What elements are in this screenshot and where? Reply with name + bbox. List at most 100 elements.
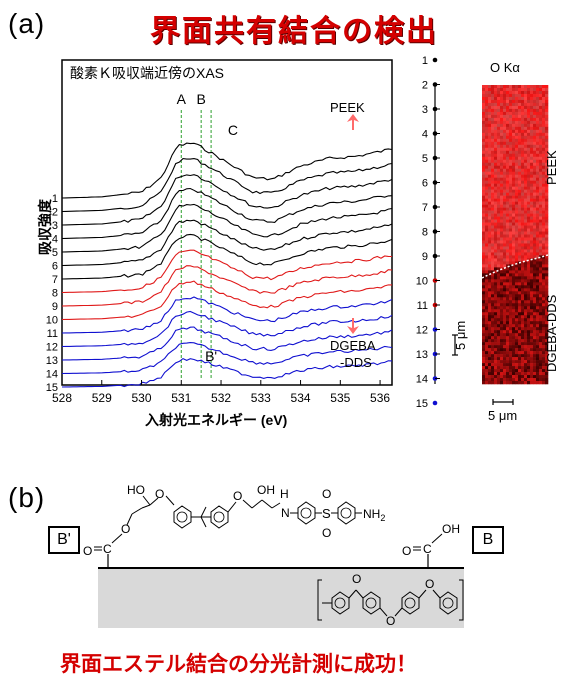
heatmap-cell [542,180,546,184]
heatmap-cell [485,261,489,265]
heatmap-cell [527,300,531,304]
heatmap-cell [518,132,522,137]
heatmap-cell [503,216,507,220]
heatmap-cell [491,87,495,92]
heatmap-cell [545,360,549,364]
heatmap-cell [533,375,537,379]
heatmap-cell [536,195,540,199]
heatmap-cell [494,267,498,271]
heatmap-cell [512,369,516,373]
heatmap-cell [503,195,507,199]
heatmap-cell [497,120,501,125]
heatmap-cell [521,195,525,199]
heatmap-cell [521,231,525,235]
heatmap-cell [500,165,504,170]
heatmap-cell [482,357,486,361]
heatmap-cell [545,123,549,128]
heatmap-cell [539,351,543,355]
heatmap-cell [521,168,525,173]
heatmap-cell [515,288,519,292]
heatmap-cell [545,342,549,346]
heatmap-cell [509,165,513,170]
heatmap-cell [515,270,519,274]
heatmap-cell [539,321,543,325]
heatmap-cell [512,159,516,164]
series-label: 15 [46,382,58,394]
heatmap-cell [512,96,516,101]
heatmap-cell [539,360,543,364]
heatmap-cell [497,177,501,181]
heatmap-cell [497,243,501,247]
heatmap-cell [542,186,546,190]
heatmap-cell [533,246,537,250]
heatmap-cell [512,117,516,122]
heatmap-cell [485,195,489,199]
heatmap-cell [509,312,513,316]
heatmap-cell [545,330,549,334]
heatmap-cell [521,300,525,304]
heatmap-cell [500,123,504,128]
heatmap-cell [482,114,486,119]
heatmap-cell [491,213,495,217]
heatmap-cell [494,252,498,256]
heatmap-cell [488,189,492,193]
heatmap-cell [539,228,543,232]
heatmap-cell [509,258,513,262]
up-arrow-icon [347,114,359,130]
heatmap-cell [530,225,534,229]
heatmap-cell [488,171,492,175]
heatmap-cell [491,147,495,152]
heatmap-cell [524,156,528,161]
heatmap-cell [494,162,498,167]
heatmap-cell [485,312,489,316]
heatmap-cell [482,330,486,334]
heatmap-cell [488,213,492,217]
heatmap-cell [485,318,489,322]
heatmap-cell [542,102,546,107]
heatmap-cell [524,336,528,340]
heatmap-cell [512,114,516,119]
heatmap-cell [482,216,486,220]
heatmap-cell [485,354,489,358]
heatmap-cell [488,198,492,202]
heatmap-cell [494,111,498,116]
heatmap-cell [518,243,522,247]
heatmap-cell [506,213,510,217]
heatmap-cell [503,294,507,298]
heatmap-cell [491,270,495,274]
heatmap-cell [506,141,510,146]
heatmap-cell [488,315,492,319]
heatmap-cell [503,171,507,175]
heatmap-cell [542,264,546,268]
heatmap-cell [536,222,540,226]
heatmap-cell [524,297,528,301]
heatmap-cell [482,342,486,346]
heatmap-cell [518,282,522,286]
heatmap-cell [509,93,513,98]
heatmap-cell [485,240,489,244]
heatmap-cell [488,186,492,190]
heatmap-cell [488,117,492,122]
heatmap-cell [515,273,519,277]
heatmap-cell [485,174,489,178]
heatmap-cell [500,204,504,208]
heatmap-cell [542,198,546,202]
heatmap-cell [488,126,492,131]
heatmap-cell [524,267,528,271]
heatmap-cell [482,258,486,262]
heatmap-cell [503,141,507,146]
heatmap-cell [488,210,492,214]
heatmap-cell [545,270,549,274]
heatmap-cell [509,342,513,346]
series-label: 11 [47,328,58,340]
heatmap-cell [542,246,546,250]
heatmap-cell [533,309,537,313]
heatmap-cell [536,324,540,328]
heatmap-cell [527,282,531,286]
heatmap-cell [533,114,537,119]
heatmap-cell [527,318,531,322]
heatmap-cell [521,294,525,298]
heatmap-cell [509,321,513,325]
heatmap-cell [533,333,537,337]
